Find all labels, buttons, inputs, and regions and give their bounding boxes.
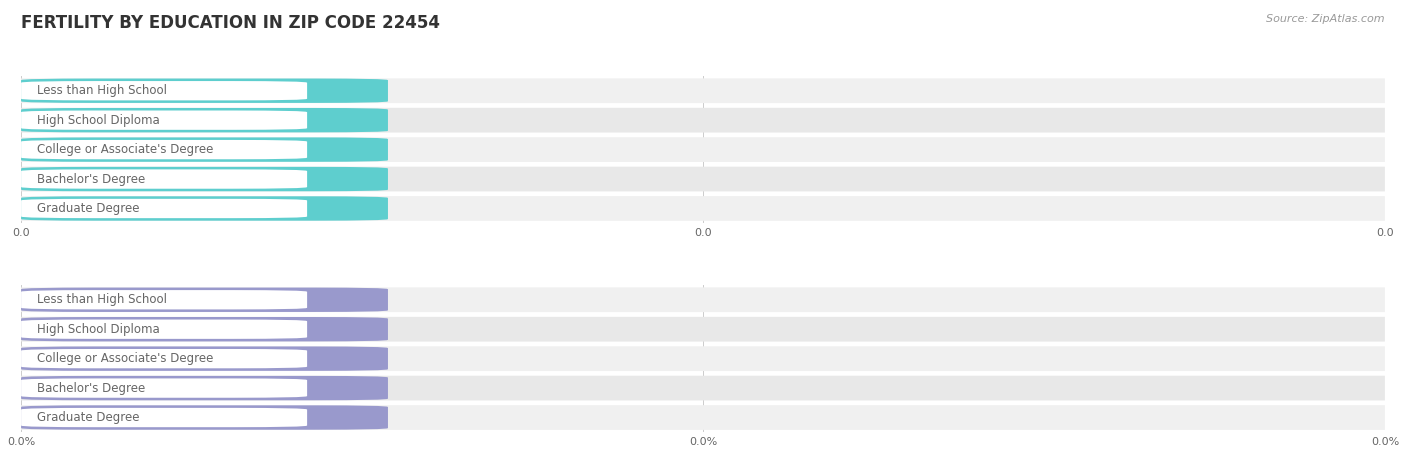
FancyBboxPatch shape: [21, 199, 307, 218]
FancyBboxPatch shape: [21, 349, 307, 368]
FancyBboxPatch shape: [21, 140, 307, 159]
Text: Less than High School: Less than High School: [38, 293, 167, 306]
FancyBboxPatch shape: [21, 287, 388, 312]
Text: Bachelor's Degree: Bachelor's Degree: [38, 381, 146, 395]
Text: 0.0: 0.0: [288, 174, 308, 184]
Text: Graduate Degree: Graduate Degree: [38, 411, 141, 424]
FancyBboxPatch shape: [21, 317, 388, 342]
Text: Source: ZipAtlas.com: Source: ZipAtlas.com: [1267, 14, 1385, 24]
FancyBboxPatch shape: [21, 376, 388, 400]
FancyBboxPatch shape: [21, 405, 388, 430]
FancyBboxPatch shape: [21, 196, 388, 221]
Text: College or Associate's Degree: College or Associate's Degree: [38, 143, 214, 156]
Text: 0.0%: 0.0%: [277, 412, 308, 423]
Text: 0.0: 0.0: [288, 144, 308, 154]
FancyBboxPatch shape: [21, 346, 388, 371]
FancyBboxPatch shape: [21, 108, 1385, 133]
FancyBboxPatch shape: [21, 170, 307, 189]
Text: 0.0%: 0.0%: [277, 324, 308, 334]
FancyBboxPatch shape: [21, 287, 1385, 312]
Text: 0.0%: 0.0%: [277, 354, 308, 364]
FancyBboxPatch shape: [21, 346, 1385, 371]
FancyBboxPatch shape: [21, 137, 1385, 162]
FancyBboxPatch shape: [21, 137, 388, 162]
FancyBboxPatch shape: [21, 167, 388, 191]
Text: FERTILITY BY EDUCATION IN ZIP CODE 22454: FERTILITY BY EDUCATION IN ZIP CODE 22454: [21, 14, 440, 32]
FancyBboxPatch shape: [21, 290, 307, 309]
FancyBboxPatch shape: [21, 78, 1385, 103]
Text: 0.0: 0.0: [288, 86, 308, 96]
FancyBboxPatch shape: [21, 108, 388, 133]
Text: 0.0%: 0.0%: [277, 383, 308, 393]
FancyBboxPatch shape: [21, 405, 1385, 430]
Text: College or Associate's Degree: College or Associate's Degree: [38, 352, 214, 365]
FancyBboxPatch shape: [21, 81, 307, 100]
Text: High School Diploma: High School Diploma: [38, 323, 160, 336]
Text: High School Diploma: High School Diploma: [38, 114, 160, 127]
FancyBboxPatch shape: [21, 78, 388, 103]
Text: 0.0: 0.0: [288, 203, 308, 213]
Text: Graduate Degree: Graduate Degree: [38, 202, 141, 215]
FancyBboxPatch shape: [21, 317, 1385, 342]
FancyBboxPatch shape: [21, 167, 1385, 191]
Text: Less than High School: Less than High School: [38, 84, 167, 97]
FancyBboxPatch shape: [21, 320, 307, 339]
Text: 0.0%: 0.0%: [277, 295, 308, 305]
Text: Bachelor's Degree: Bachelor's Degree: [38, 172, 146, 186]
FancyBboxPatch shape: [21, 196, 1385, 221]
FancyBboxPatch shape: [21, 379, 307, 398]
FancyBboxPatch shape: [21, 111, 307, 130]
Text: 0.0: 0.0: [288, 115, 308, 125]
FancyBboxPatch shape: [21, 408, 307, 427]
FancyBboxPatch shape: [21, 376, 1385, 400]
